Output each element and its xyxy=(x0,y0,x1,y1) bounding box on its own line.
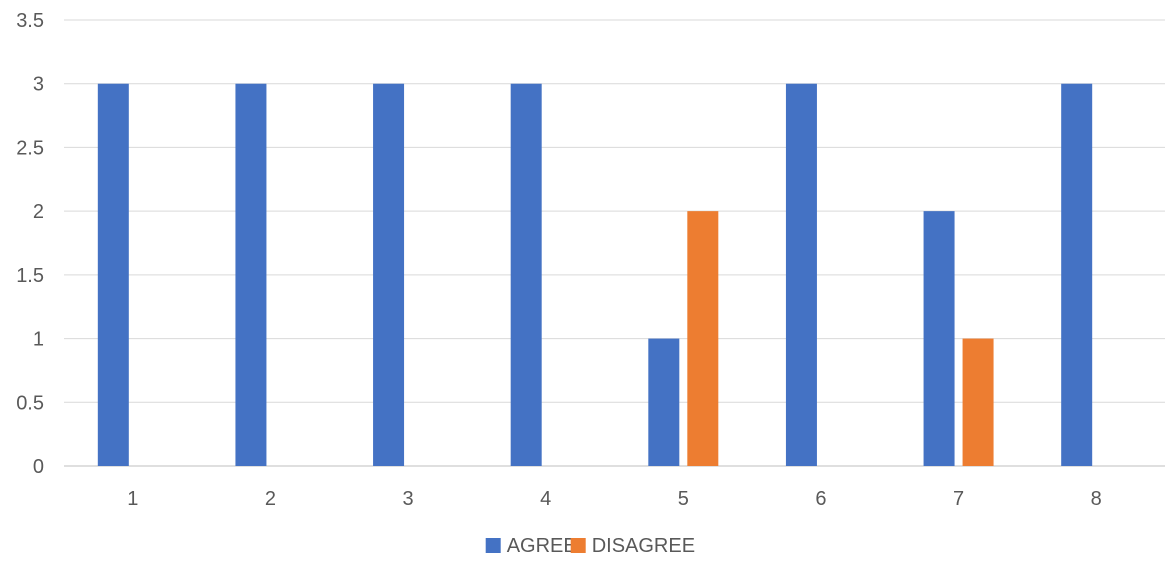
bar-agree-8 xyxy=(1061,83,1093,466)
x-tick-label: 4 xyxy=(540,488,551,510)
x-tick-label: 1 xyxy=(127,488,138,510)
gridlines xyxy=(64,19,1165,467)
legend-label-disagree: DISAGREE xyxy=(592,535,695,557)
x-tick-label: 3 xyxy=(403,488,414,510)
y-tick-label: 1 xyxy=(33,329,44,351)
x-tick-label: 6 xyxy=(815,488,826,510)
bar-agree-1 xyxy=(97,83,129,466)
legend-label-agree: AGREE xyxy=(507,535,577,557)
y-tick-label: 3 xyxy=(33,74,44,96)
x-tick-label: 2 xyxy=(265,488,276,510)
bar-disagree-7 xyxy=(962,338,994,466)
y-tick-label: 1.5 xyxy=(16,265,44,287)
legend-swatch-agree xyxy=(485,538,501,553)
bar-agree-7 xyxy=(923,211,955,466)
y-tick-label: 0.5 xyxy=(16,392,44,414)
bars xyxy=(97,83,1093,466)
y-tick-label: 2.5 xyxy=(16,137,44,159)
bar-agree-2 xyxy=(235,83,267,466)
x-tick-label: 8 xyxy=(1091,488,1102,510)
legend: AGREE DISAGREE xyxy=(485,535,695,557)
bar-agree-3 xyxy=(373,83,405,466)
y-axis-ticks: 0 0.5 1 1.5 2 2.5 3 3.5 xyxy=(16,10,44,478)
bar-agree-6 xyxy=(785,83,817,466)
bar-disagree-5 xyxy=(687,211,719,466)
legend-swatch-disagree xyxy=(570,538,586,553)
y-tick-label: 2 xyxy=(33,201,44,223)
x-axis-ticks: 1 2 3 4 5 6 7 8 xyxy=(127,488,1102,510)
y-tick-label: 3.5 xyxy=(16,10,44,32)
bar-agree-5 xyxy=(648,338,680,466)
y-tick-label: 0 xyxy=(33,456,44,478)
bar-agree-4 xyxy=(510,83,542,466)
x-tick-label: 5 xyxy=(678,488,689,510)
x-tick-label: 7 xyxy=(953,488,964,510)
